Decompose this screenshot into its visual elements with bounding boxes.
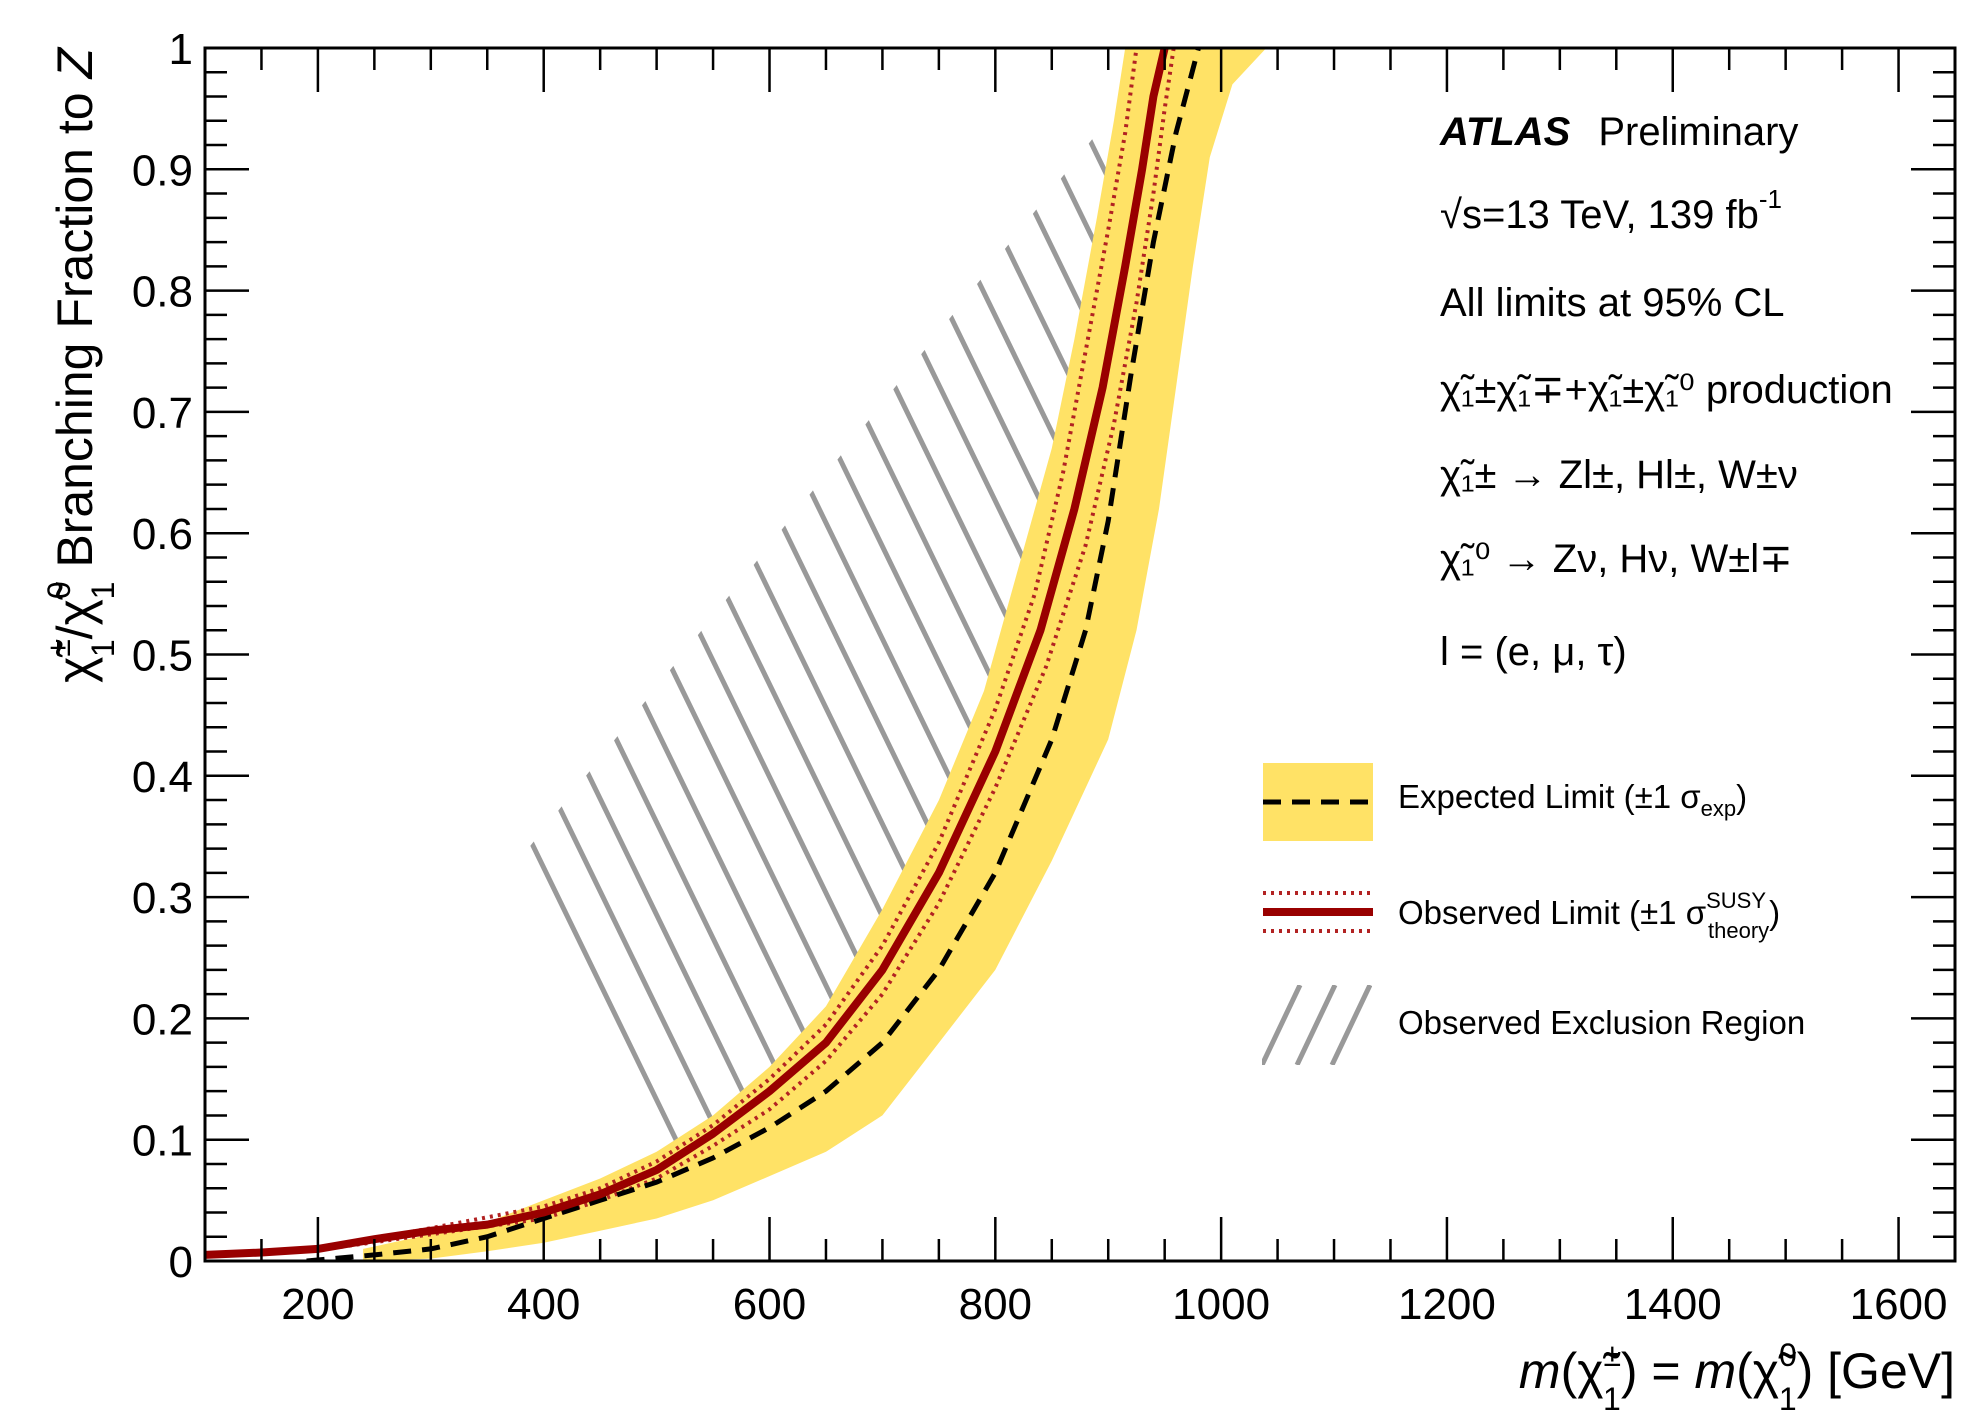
hatch-line [952, 48, 1165, 1255]
hatch-line [412, 48, 1008, 1255]
y-tick-label: 0.5 [132, 632, 193, 681]
x-tick-label: 200 [281, 1280, 354, 1329]
x-tick-label: 400 [507, 1280, 580, 1329]
legend-exclusion-label: Observed Exclusion Region [1398, 1004, 1805, 1041]
cl-label: All limits at 95% CL [1440, 281, 1785, 325]
y-tick-label: 0 [169, 1238, 193, 1287]
y-tick-label: 0.6 [132, 510, 193, 559]
expected-band [363, 48, 1267, 1261]
hatch-line [457, 48, 1053, 1255]
annotation-block: ATLAS Preliminary √s=13 TeV, 139 fb-1 All… [1439, 110, 1893, 674]
x-tick-label: 600 [733, 1280, 806, 1329]
x-axis-title: m(χ̃± 1) = m(χ̃0 1) [GeV] [1519, 1337, 1955, 1417]
preliminary-label: Preliminary [1598, 110, 1798, 154]
hatch-line [907, 48, 1165, 1255]
neutralino-decay-label: χ̃₁⁰ → Zν, Hν, W±l∓ [1440, 537, 1793, 581]
y-tick-label: 0.9 [132, 146, 193, 195]
x-tick-label: 1600 [1850, 1280, 1948, 1329]
hatch-line [232, 48, 828, 1255]
y-tick-label: 0.7 [132, 389, 193, 438]
y-tick-label: 1 [169, 25, 193, 74]
chargino-decay-label: χ̃₁± → Zl±, Hl±, W±ν [1440, 453, 1798, 497]
energy-label: √s=13 TeV, 139 fb-1 [1440, 184, 1782, 237]
y-tick-label: 0.8 [132, 268, 193, 317]
x-tick-label: 1400 [1624, 1280, 1722, 1329]
observed-theory-lower-line [205, 48, 1176, 1259]
limit-lines [205, 48, 1201, 1261]
x-tick-label: 800 [959, 1280, 1032, 1329]
x-tick-label: 1200 [1398, 1280, 1496, 1329]
observed-theory-upper-line [205, 48, 1139, 1257]
legend-expected-label: Expected Limit (±1 σexp) [1398, 778, 1747, 821]
y-tick-label: 0.4 [132, 753, 193, 802]
atlas-label: ATLAS [1439, 110, 1571, 154]
expected-limit-line [306, 48, 1201, 1261]
y-tick-label: 0.1 [132, 1117, 193, 1166]
y-tick-label: 0.2 [132, 995, 193, 1044]
y-tick-label: 0.3 [132, 874, 193, 923]
hatch-line [205, 48, 783, 1255]
axis-tick-labels: 200 400 600 800 1000 1200 1400 1600 0 0.1 0.2 0.3 0.… [132, 25, 1948, 1329]
legend-observed-label: Observed Limit (±1 σSUSY theory) [1398, 888, 1780, 943]
legend: Expected Limit (±1 σexp) Observed Limit … [1262, 763, 1805, 1065]
legend-hatch-swatch [1262, 985, 1372, 1065]
production-label: χ̃₁±χ̃₁∓+χ̃₁±χ̃₁⁰ production [1440, 368, 1893, 412]
axis-ticks [203, 46, 1957, 1263]
expected-band-area [363, 48, 1267, 1261]
observed-limit-line [205, 48, 1169, 1259]
y-axis-title: χ̃± 1/χ̃0 1 Branching Fraction to Z [41, 47, 121, 683]
lepton-definition-label: l = (e, μ, τ) [1440, 630, 1627, 674]
x-tick-label: 1000 [1172, 1280, 1270, 1329]
